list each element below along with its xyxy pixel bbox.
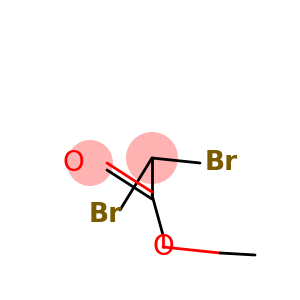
Text: O: O — [62, 149, 84, 177]
Text: Br: Br — [205, 150, 238, 176]
Circle shape — [67, 140, 113, 186]
Circle shape — [126, 132, 178, 184]
Text: O: O — [152, 233, 174, 261]
Text: Br: Br — [88, 202, 122, 228]
